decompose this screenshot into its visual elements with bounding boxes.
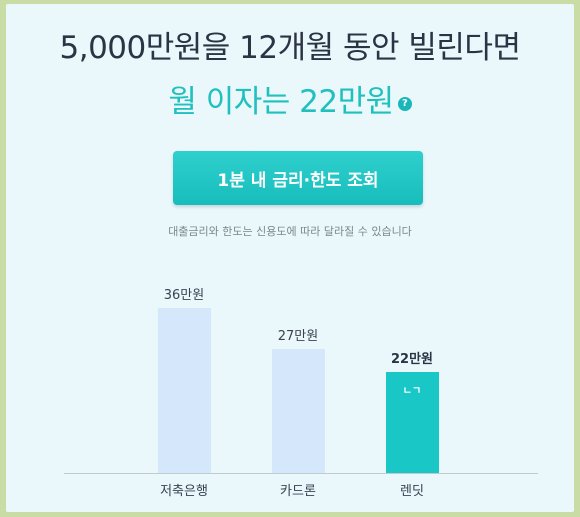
monthly-interest-text: 월 이자는 22만원 bbox=[168, 84, 394, 120]
chart-category-label-2: 렌딧 bbox=[400, 484, 424, 499]
lendit-logo-mark: ㄴㄱ bbox=[402, 386, 422, 397]
monthly-interest-subline: 월 이자는 22만원? bbox=[6, 76, 574, 121]
chart-bar-0 bbox=[157, 308, 211, 473]
rate-limit-check-button[interactable]: 1분 내 금리·한도 조회 bbox=[173, 151, 423, 205]
help-icon[interactable]: ? bbox=[397, 96, 412, 111]
chart-value-label-2: 22만원 bbox=[390, 352, 433, 367]
rate-notice: 대출금리와 한도는 신용도에 따라 달라질 수 있습니다 bbox=[168, 225, 412, 238]
interest-comparison-panel: 5,000만원을 12개월 동안 빌린다면 월 이자는 22만원? 1분 내 금… bbox=[6, 4, 574, 512]
chart-value-label-1: 27만원 bbox=[277, 329, 319, 344]
chart-category-label-1: 카드론 bbox=[280, 484, 316, 499]
loan-headline: 5,000만원을 12개월 동안 빌린다면 bbox=[59, 30, 521, 66]
chart-bar-2: ㄴㄱ bbox=[385, 372, 439, 473]
chart-baseline bbox=[64, 473, 538, 474]
chart-category-label-0: 저축은행 bbox=[160, 484, 208, 499]
chart-value-label-0: 36만원 bbox=[163, 288, 205, 303]
chart-bar-1 bbox=[271, 349, 325, 473]
